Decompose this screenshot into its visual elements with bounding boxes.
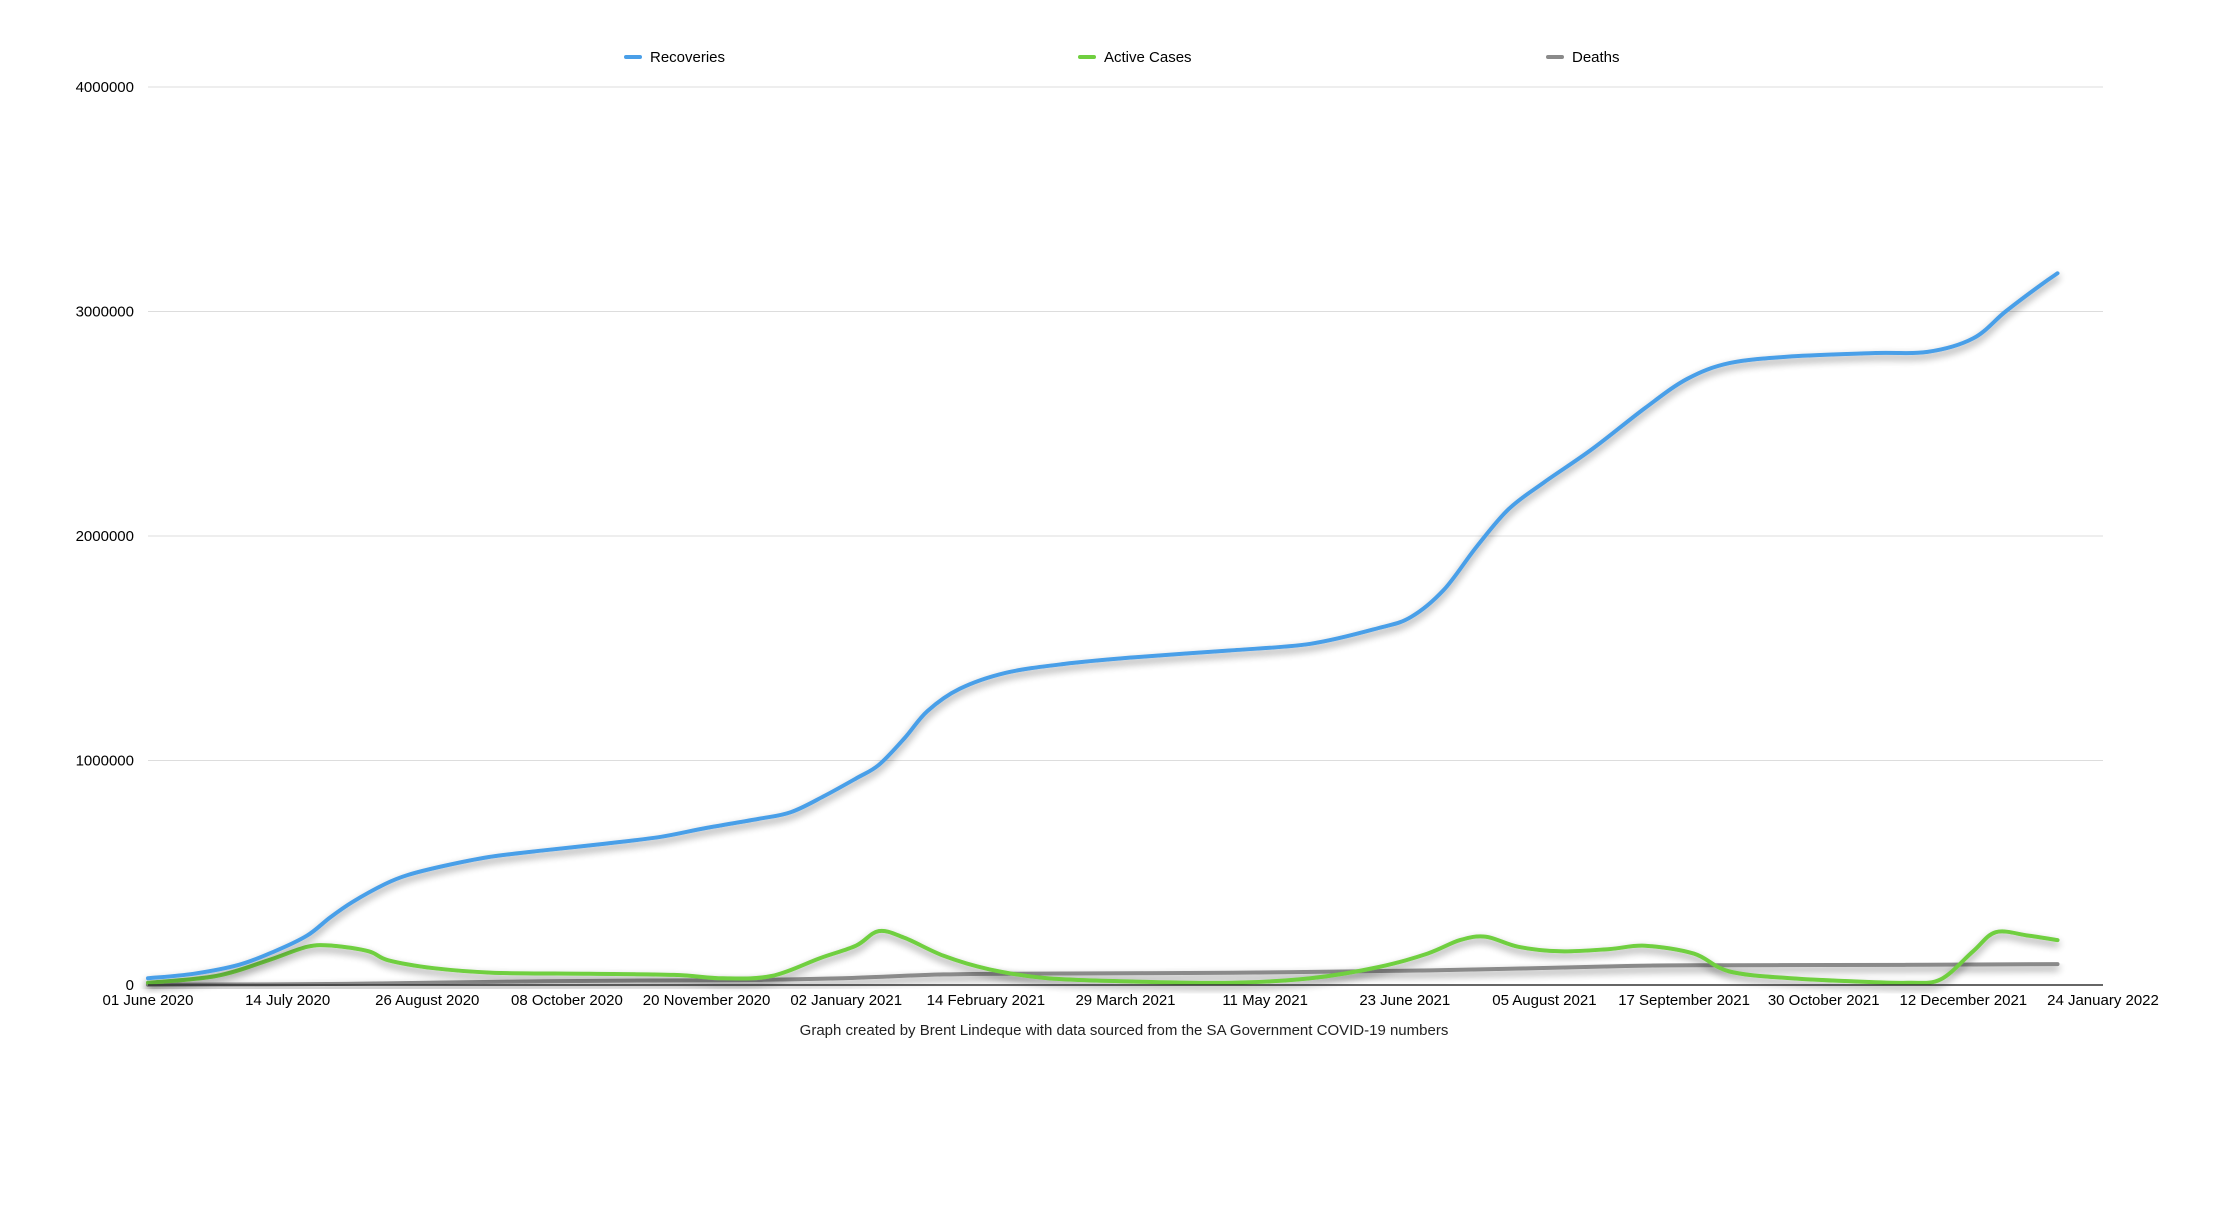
x-tick-label: 29 March 2021 [1075, 992, 1175, 1009]
x-tick-label: 26 August 2020 [375, 992, 479, 1009]
x-tick-label: 11 May 2021 [1222, 992, 1308, 1009]
legend: Recoveries Active Cases Deaths [624, 49, 1620, 66]
x-tick-label: 08 October 2020 [511, 992, 623, 1009]
y-tick-label: 0 [126, 977, 134, 994]
x-tick-label: 17 September 2021 [1618, 992, 1750, 1009]
x-tick-label: 02 January 2021 [790, 992, 902, 1009]
chart-caption: Graph created by Brent Lindeque with dat… [800, 1022, 1449, 1039]
y-tick-label: 2000000 [76, 528, 134, 545]
y-tick-label: 4000000 [76, 79, 134, 96]
x-tick-label: 14 February 2021 [927, 992, 1045, 1009]
x-tick-label: 12 December 2021 [1900, 992, 2028, 1009]
series-layer [146, 271, 2060, 987]
series-line-deaths [146, 962, 2060, 987]
legend-label: Deaths [1572, 49, 1620, 66]
x-tick-label: 23 June 2021 [1359, 992, 1450, 1009]
x-tick-label: 05 August 2021 [1492, 992, 1596, 1009]
y-tick-label: 3000000 [76, 304, 134, 321]
gridlines [148, 86, 2103, 761]
y-tick-label: 1000000 [76, 753, 134, 770]
series-line-active-cases [146, 928, 2060, 985]
x-tick-label: 24 January 2022 [2047, 992, 2159, 1009]
legend-label: Recoveries [650, 49, 725, 66]
x-tick-label: 20 November 2020 [643, 992, 771, 1009]
legend-label: Active Cases [1104, 49, 1192, 66]
y-axis-ticks: 0 1000000 2000000 3000000 4000000 [76, 79, 134, 994]
x-tick-label: 01 June 2020 [103, 992, 194, 1009]
x-axis-ticks: 01 June 2020 14 July 2020 26 August 2020 08… [103, 992, 2159, 1009]
x-tick-label: 30 October 2021 [1768, 992, 1880, 1009]
x-tick-label: 14 July 2020 [245, 992, 330, 1009]
series-line-recoveries [146, 271, 2060, 981]
